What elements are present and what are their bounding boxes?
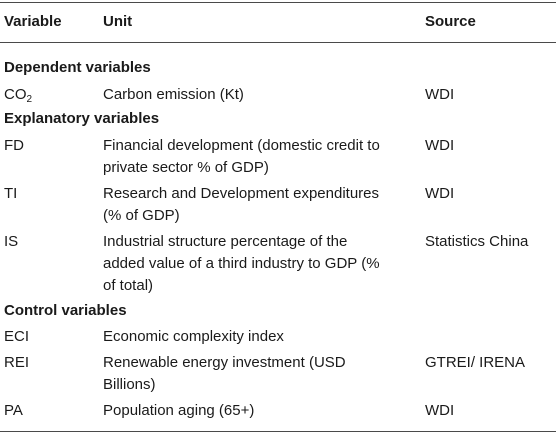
- row-pa-variable: PA: [4, 402, 23, 419]
- row-fd-source: WDI: [425, 137, 455, 154]
- row-rei-unit-line1: Renewable energy investment (USD: [103, 354, 346, 371]
- row-is-source: Statistics China: [425, 233, 529, 250]
- top-rule: [0, 2, 556, 3]
- row-is-unit-line3: of total): [103, 277, 154, 294]
- row-pa-unit: Population aging (65+): [103, 402, 255, 419]
- row-ti-unit-line2: (% of GDP): [103, 207, 180, 224]
- row-rei-unit-line2: Billions): [103, 376, 156, 393]
- row-fd-unit-line2: private sector % of GDP): [103, 159, 269, 176]
- row-fd-variable: FD: [4, 137, 24, 154]
- row-co2-source: WDI: [425, 86, 455, 103]
- header-source: Source: [425, 13, 476, 30]
- row-rei-source: GTREI/ IRENA: [425, 354, 526, 371]
- row-pa-source: WDI: [425, 402, 455, 419]
- row-fd-unit-line1: Financial development (domestic credit t…: [103, 137, 380, 154]
- row-co2-variable: CO2: [4, 86, 33, 105]
- row-eci-unit: Economic complexity index: [103, 328, 284, 345]
- row-ti-source: WDI: [425, 185, 455, 202]
- header-rule: [0, 42, 556, 43]
- row-eci-variable: ECI: [4, 328, 30, 345]
- row-rei-variable: REI: [4, 354, 30, 371]
- section-control: Control variables: [4, 302, 127, 319]
- row-ti-variable: TI: [4, 185, 18, 202]
- row-is-unit-line2: added value of a third industry to GDP (…: [103, 255, 380, 272]
- bottom-rule: [0, 431, 556, 432]
- section-dependent: Dependent variables: [4, 59, 151, 76]
- row-ti-unit-line1: Research and Development expenditures: [103, 185, 379, 202]
- header-unit: Unit: [103, 13, 133, 30]
- section-explanatory: Explanatory variables: [4, 110, 160, 127]
- row-co2-unit: Carbon emission (Kt): [103, 86, 244, 103]
- row-is-unit-line1: Industrial structure percentage of the: [103, 233, 348, 250]
- row-is-variable: IS: [4, 233, 19, 250]
- header-variable: Variable: [4, 13, 62, 30]
